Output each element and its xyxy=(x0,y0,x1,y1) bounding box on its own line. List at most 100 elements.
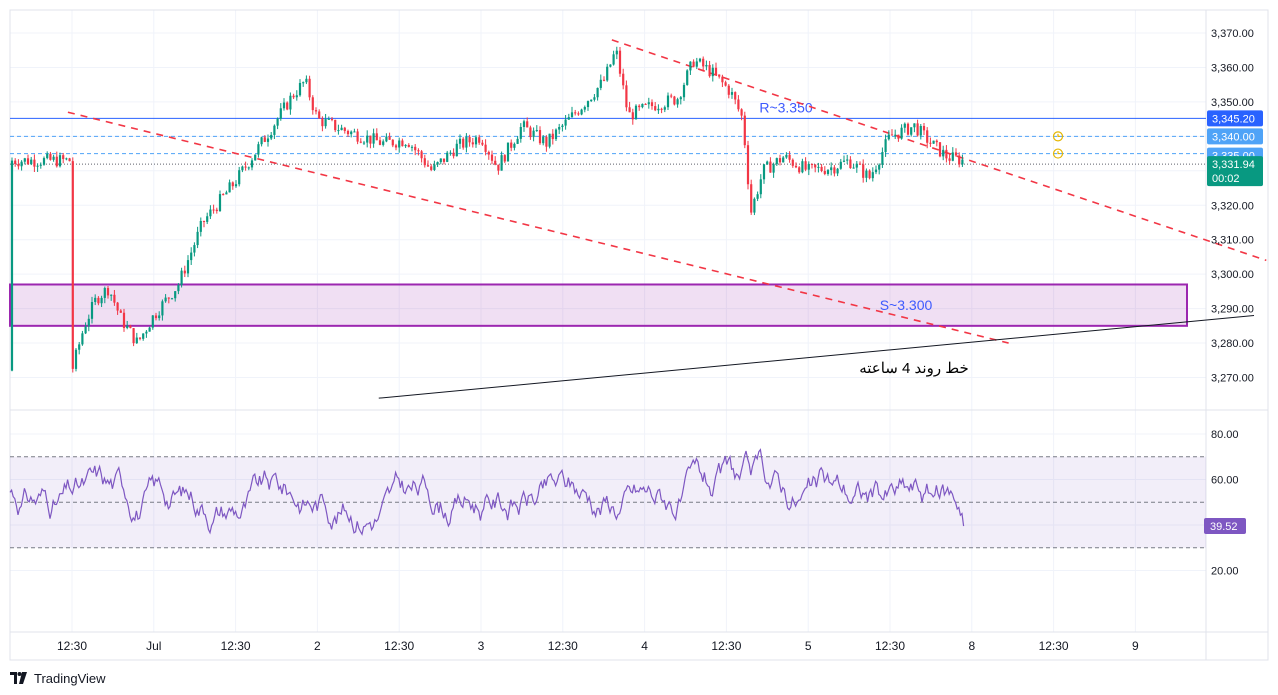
candle xyxy=(945,145,948,163)
candle xyxy=(398,137,401,153)
time-tick-label: 12:30 xyxy=(875,639,905,653)
candle xyxy=(554,128,558,142)
candle xyxy=(52,154,55,162)
price-tick-label: 3,310.00 xyxy=(1211,235,1254,247)
candle xyxy=(852,163,855,169)
candle xyxy=(158,311,161,321)
candle xyxy=(359,138,362,144)
candle xyxy=(385,133,388,143)
candle xyxy=(529,125,532,140)
candle xyxy=(526,117,529,128)
candle xyxy=(689,61,692,75)
candle xyxy=(954,148,958,157)
candle xyxy=(545,135,548,152)
candle xyxy=(30,156,33,166)
candle xyxy=(906,122,910,136)
candle xyxy=(382,139,385,147)
candle xyxy=(593,94,596,102)
candle xyxy=(791,158,794,168)
candle xyxy=(94,294,97,306)
candle xyxy=(516,136,519,145)
candle xyxy=(375,128,378,141)
candle xyxy=(922,123,926,135)
candle xyxy=(455,139,458,157)
candle xyxy=(622,68,625,90)
candle xyxy=(340,124,343,131)
candle xyxy=(170,297,174,300)
candle xyxy=(580,108,583,116)
price-tick-label: 3,280.00 xyxy=(1211,338,1254,350)
candle xyxy=(132,328,135,347)
candle xyxy=(420,149,423,163)
candle xyxy=(618,47,622,77)
candle xyxy=(433,160,436,172)
candle xyxy=(295,90,298,101)
candle xyxy=(266,134,270,147)
candle xyxy=(343,126,346,134)
candle xyxy=(497,164,500,175)
candle xyxy=(958,152,961,168)
price-tick-label: 3,290.00 xyxy=(1211,304,1254,316)
candle xyxy=(750,179,753,215)
time-tick-label: 2 xyxy=(314,639,321,653)
candle xyxy=(228,179,231,193)
candle xyxy=(865,168,868,183)
candle xyxy=(215,207,218,214)
candle xyxy=(724,80,727,87)
candle xyxy=(657,104,660,114)
candle xyxy=(62,152,65,164)
candle xyxy=(417,148,420,156)
candle xyxy=(625,80,628,112)
candle xyxy=(209,205,212,220)
candle xyxy=(330,117,334,122)
candle xyxy=(119,309,122,313)
candle xyxy=(756,191,759,202)
candle xyxy=(513,142,516,151)
candle xyxy=(378,136,382,146)
price-tick-label: 3,300.00 xyxy=(1211,269,1254,281)
candle xyxy=(410,145,414,152)
candle xyxy=(775,157,778,166)
candle xyxy=(202,220,206,228)
candle xyxy=(116,301,119,315)
candle xyxy=(810,163,814,169)
candle xyxy=(90,296,94,324)
candle xyxy=(862,159,865,183)
candle xyxy=(919,123,922,140)
candle xyxy=(449,150,452,156)
price-tick-label: 3,370.00 xyxy=(1211,28,1254,40)
candle xyxy=(628,101,631,113)
candle xyxy=(612,50,615,66)
candle xyxy=(522,119,526,132)
candle xyxy=(961,154,964,167)
candle xyxy=(583,105,586,113)
candle xyxy=(442,158,446,165)
candle xyxy=(305,75,308,85)
candle xyxy=(126,320,129,330)
candle xyxy=(826,169,830,176)
candle xyxy=(84,322,87,335)
candle xyxy=(327,116,330,120)
candle xyxy=(737,95,740,112)
price-tick-label: 3,270.00 xyxy=(1211,373,1254,385)
candle xyxy=(679,95,682,105)
candle xyxy=(218,190,222,212)
candle xyxy=(542,134,545,146)
candle xyxy=(842,155,846,163)
time-tick-label: 9 xyxy=(1132,639,1139,653)
candle xyxy=(263,135,266,143)
candle xyxy=(100,295,103,308)
candle xyxy=(180,267,183,288)
candle xyxy=(695,57,698,70)
candle xyxy=(318,109,321,119)
candle xyxy=(81,330,84,346)
candle xyxy=(462,137,465,150)
candle xyxy=(234,180,238,188)
candle xyxy=(206,212,209,225)
candle xyxy=(135,332,138,344)
candle xyxy=(292,93,295,100)
support-zone xyxy=(9,283,1188,327)
candle xyxy=(634,104,638,120)
candle xyxy=(830,162,833,176)
